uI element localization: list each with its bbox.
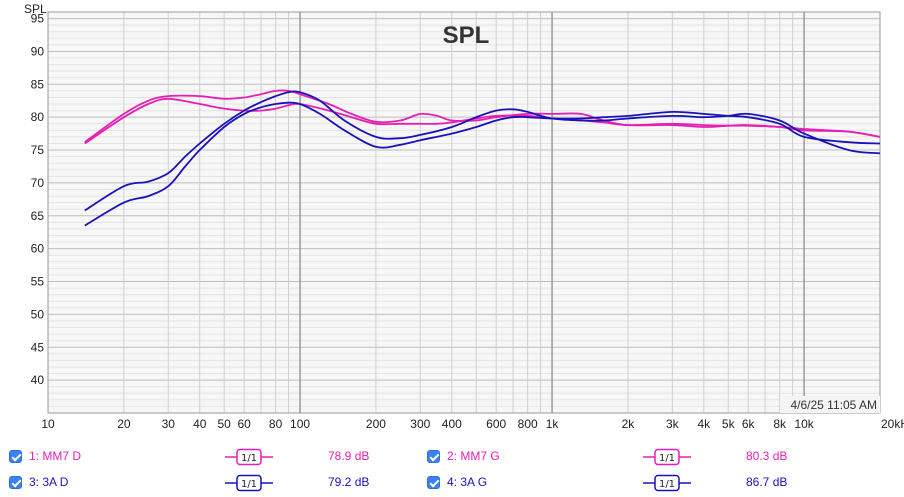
x-tick-label: 20 xyxy=(117,417,131,431)
plot-background xyxy=(48,12,880,413)
x-tick-label: 60 xyxy=(237,417,251,431)
x-tick-label: 1k xyxy=(546,417,560,431)
y-tick-label: 65 xyxy=(31,209,45,223)
legend-label: 3: 3A D xyxy=(29,475,69,489)
x-tick-label: 600 xyxy=(486,417,506,431)
y-tick-label: 40 xyxy=(31,373,45,387)
checkbox-mm7-d[interactable] xyxy=(9,450,22,463)
spl-chart: 40 45 50 55 60 65 70 75 80 85 90 95 10 20 30 40 50 60 80 10… xyxy=(24,2,904,431)
legend-label: 4: 3A G xyxy=(447,475,488,489)
smoothing-label: 1/1 xyxy=(241,453,257,464)
smoothing-label: 1/1 xyxy=(659,479,675,490)
y-tick-label: 75 xyxy=(31,143,45,157)
legend-row-1: 1: MM7 D 1/1 78.9 dB 2: MM7 G 1/1 80.3 d… xyxy=(0,447,904,469)
y-tick-label: 95 xyxy=(31,12,45,26)
y-tick-label: 90 xyxy=(31,44,45,58)
smoothing-icon[interactable]: 1/1 xyxy=(223,447,275,467)
checkbox-mm7-g[interactable] xyxy=(427,450,440,463)
x-tick-label: 3k xyxy=(666,417,680,431)
smoothing-icon[interactable]: 1/1 xyxy=(223,473,275,493)
smoothing-icon[interactable]: 1/1 xyxy=(641,447,693,467)
legend-label: 2: MM7 G xyxy=(447,449,500,463)
x-tick-label: 50 xyxy=(217,417,231,431)
checkbox-3a-d[interactable] xyxy=(9,476,22,489)
x-tick-label: 30 xyxy=(162,417,176,431)
x-tick-label: 8k xyxy=(773,417,787,431)
y-tick-label: 45 xyxy=(31,340,45,354)
chart-title: SPL xyxy=(443,22,490,49)
legend-value: 79.2 dB xyxy=(328,475,370,489)
y-tick-label: 80 xyxy=(31,110,45,124)
legend-value: 78.9 dB xyxy=(328,449,370,463)
y-tick-label: 55 xyxy=(31,275,45,289)
x-tick-label: 5k xyxy=(722,417,736,431)
x-tick-label: 4k xyxy=(697,417,711,431)
series-line-4 xyxy=(84,90,881,212)
legend-row-2: 3: 3A D 1/1 79.2 dB 4: 3A G 1/1 86.7 dB xyxy=(0,473,904,495)
timestamp: 4/6/25 11:05 AM xyxy=(790,398,877,412)
y-tick-label: 60 xyxy=(31,242,45,256)
x-tick-label: 2k xyxy=(622,417,636,431)
smoothing-label: 1/1 xyxy=(241,479,257,490)
x-tick-label: 40 xyxy=(193,417,207,431)
x-tick-label: 10 xyxy=(41,417,55,431)
series-lines xyxy=(84,89,881,227)
x-tick-label: 800 xyxy=(518,417,538,431)
x-tick-label: 6k xyxy=(742,417,756,431)
x-tick-label: 100 xyxy=(290,417,310,431)
legend-value: 80.3 dB xyxy=(746,449,788,463)
checkbox-3a-g[interactable] xyxy=(427,476,440,489)
y-tick-label: 85 xyxy=(31,77,45,91)
smoothing-label: 1/1 xyxy=(659,453,675,464)
y-tick-label: 50 xyxy=(31,307,45,321)
x-tick-label: 10k xyxy=(794,417,814,431)
y-axis-label: SPL xyxy=(24,2,47,16)
x-tick-label: 20kHz xyxy=(881,417,904,431)
series-line-3 xyxy=(84,101,881,227)
x-tick-label: 200 xyxy=(366,417,386,431)
plot-frame xyxy=(47,11,881,414)
series-line-2 xyxy=(84,89,881,143)
x-tick-label: 300 xyxy=(410,417,430,431)
grid xyxy=(47,11,881,414)
x-tick-label: 400 xyxy=(442,417,462,431)
axis-ticks: 40 45 50 55 60 65 70 75 80 85 90 95 10 20 30 40 50 60 80 10… xyxy=(31,12,904,431)
y-tick-label: 70 xyxy=(31,176,45,190)
timestamp-box xyxy=(780,396,880,413)
legend-label: 1: MM7 D xyxy=(29,449,82,463)
legend-value: 86.7 dB xyxy=(746,475,788,489)
smoothing-icon[interactable]: 1/1 xyxy=(641,473,693,493)
x-tick-label: 80 xyxy=(269,417,283,431)
